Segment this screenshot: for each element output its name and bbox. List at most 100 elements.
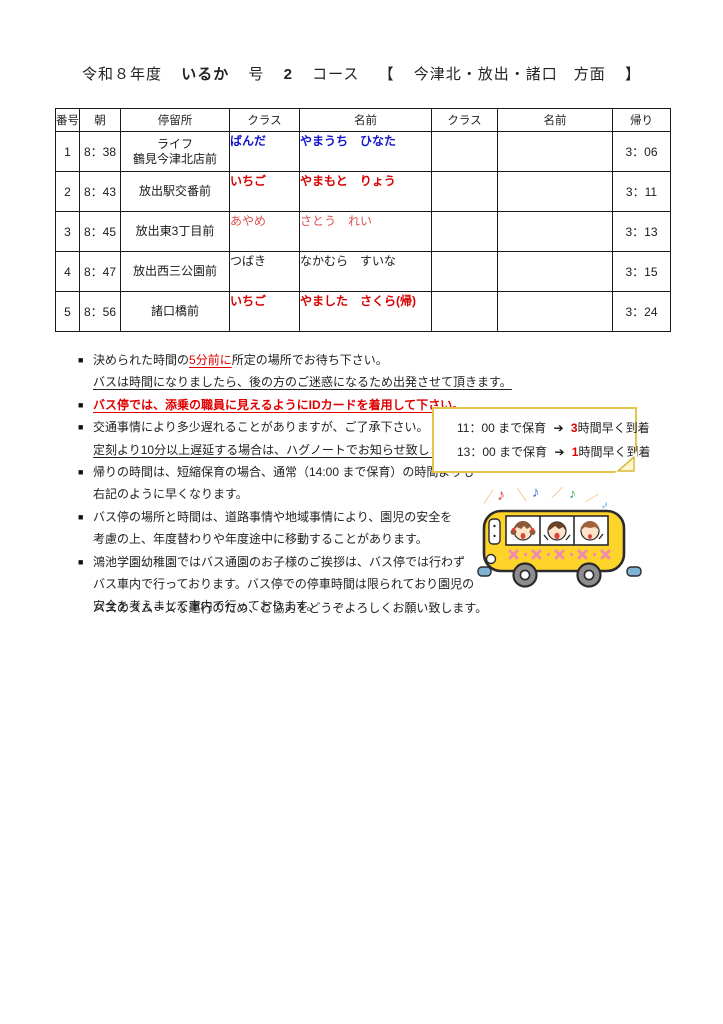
note-line: バス車内で行っております。バス停での停車時間は限られており園児の bbox=[93, 576, 475, 591]
school-bus-illustration: ／ ♪ ＼ ♪ ／ ♪ ／ ♪ bbox=[477, 484, 643, 595]
morning-time: 8：43 bbox=[79, 171, 121, 212]
row-number: 5 bbox=[55, 291, 80, 332]
table-row: 3 8：45 放出東3丁目前 あやめ さとう れい 3：13 bbox=[55, 211, 671, 252]
closing-message: バスのスムーズな運行のため、ご協力をどうぞよろしくお願い致します。 bbox=[93, 601, 488, 615]
morning-time: 8：45 bbox=[79, 211, 121, 252]
bullet-icon: ■ bbox=[78, 422, 84, 433]
morning-time: 8：47 bbox=[79, 251, 121, 292]
row-number: 4 bbox=[55, 251, 80, 292]
child-name-2 bbox=[497, 131, 613, 172]
class-name-2 bbox=[431, 291, 498, 332]
return-time: 3：24 bbox=[612, 291, 671, 332]
class-name-1: つばき bbox=[229, 251, 300, 292]
page-title: 令和８年度 いるか 号 2 コース 【 今津北・放出・諸口 方面 】 bbox=[0, 63, 723, 84]
svg-text:♪: ♪ bbox=[532, 485, 540, 501]
note-line: ■ バス停では、添乗の職員に見えるようにIDカードを着用して下さい。 bbox=[78, 394, 508, 416]
return-time: 3：11 bbox=[612, 171, 671, 212]
class-name-2 bbox=[431, 251, 498, 292]
notice-row: 11：00 まで保育 ➔ 3時間早く到着 bbox=[457, 421, 650, 435]
stop-name: 放出西三公園前 bbox=[120, 251, 230, 292]
class-name-1: いちご bbox=[229, 291, 300, 332]
bus-schedule-table: 番号 朝 停留所 クラス 名前 クラス 名前 帰り 1 8：38 ライフ 鶴見今津… bbox=[55, 108, 671, 332]
col-header-stop: 停留所 bbox=[120, 108, 230, 132]
table-row: 1 8：38 ライフ 鶴見今津北店前 ばんだ やまうち ひなた 3：06 bbox=[55, 131, 671, 172]
table-header-row: 番号 朝 停留所 クラス 名前 クラス 名前 帰り bbox=[55, 108, 671, 132]
folded-corner-icon bbox=[615, 451, 637, 473]
bus-icon: ／ ♪ ＼ ♪ ／ ♪ ／ ♪ bbox=[477, 484, 642, 588]
col-header-return: 帰り bbox=[612, 108, 671, 132]
table-row: 4 8：47 放出西三公園前 つばき なかむら すいな 3：15 bbox=[55, 251, 671, 292]
bullet-icon: ■ bbox=[78, 466, 84, 477]
arrow-icon: ➔ bbox=[553, 421, 564, 435]
child-name-1: さとう れい bbox=[299, 211, 432, 252]
svg-text:♪: ♪ bbox=[497, 487, 505, 504]
early-arrival-notice-box: 11：00 まで保育 ➔ 3時間早く到着 13：00 まで保育 ➔ 1時間早く到… bbox=[432, 407, 651, 473]
table-row: 2 8：43 放出駅交番前 いちご やまもと りょう 3：11 bbox=[55, 171, 671, 212]
title-bracket-open: 【 bbox=[378, 66, 395, 83]
child-name-1: なかむら すいな bbox=[299, 251, 432, 292]
class-name-2 bbox=[431, 131, 498, 172]
note-line: ■ 鴻池学園幼稚園ではバス通園のお子様のご挨拶は、バス停では行わず bbox=[78, 551, 508, 573]
row-number: 3 bbox=[55, 211, 80, 252]
col-header-number: 番号 bbox=[55, 108, 80, 132]
notes-section: ■ 決められた時間の5分前に所定の場所でお待ち下さい。 バスは時間になりましたら、… bbox=[78, 349, 512, 618]
svg-text:♪: ♪ bbox=[569, 485, 576, 501]
title-bracket-close: 】 bbox=[624, 66, 641, 83]
col-header-class-2: クラス bbox=[431, 108, 498, 132]
bullet-icon: ■ bbox=[78, 399, 84, 410]
stop-name: ライフ 鶴見今津北店前 bbox=[120, 131, 230, 172]
bullet-icon: ■ bbox=[78, 355, 84, 365]
col-header-morning: 朝 bbox=[79, 108, 121, 132]
morning-time: 8：38 bbox=[79, 131, 121, 172]
svg-text:／: ／ bbox=[551, 486, 563, 500]
title-era: 令和８年度 bbox=[82, 66, 163, 83]
class-name-1: あやめ bbox=[229, 211, 300, 252]
class-name-2 bbox=[431, 211, 498, 252]
col-header-name-2: 名前 bbox=[497, 108, 613, 132]
svg-text:／: ／ bbox=[584, 490, 599, 506]
bullet-icon: ■ bbox=[78, 556, 84, 567]
note-highlight-red: 5分前に bbox=[189, 353, 232, 367]
note-line: バスは時間になりましたら、後の方のご迷惑になるため出発させて頂きます。 bbox=[93, 375, 512, 390]
return-time: 3：13 bbox=[612, 211, 671, 252]
child-name-2 bbox=[497, 171, 613, 212]
col-header-name-1: 名前 bbox=[299, 108, 432, 132]
svg-text:＼: ＼ bbox=[514, 487, 528, 503]
notice-row: 13：00 まで保育 ➔ 1時間早く到着 bbox=[457, 445, 651, 459]
row-number: 2 bbox=[55, 171, 80, 212]
note-line: ■ 決められた時間の5分前に所定の場所でお待ち下さい。 bbox=[78, 349, 508, 371]
child-name-1: やまうち ひなた bbox=[299, 131, 432, 172]
note-line: ■ 帰りの時間は、短縮保育の場合、通常（14:00 まで保育）の時間よりも bbox=[78, 461, 508, 483]
stop-name: 諸口橋前 bbox=[120, 291, 230, 332]
svg-text:／: ／ bbox=[481, 489, 497, 506]
arrow-icon: ➔ bbox=[554, 445, 565, 459]
return-time: 3：15 bbox=[612, 251, 671, 292]
class-name-2 bbox=[431, 171, 498, 212]
note-line: 右記のように早くなります。 bbox=[93, 487, 248, 502]
bullet-icon: ■ bbox=[78, 511, 84, 522]
col-header-class-1: クラス bbox=[229, 108, 300, 132]
return-time: 3：06 bbox=[612, 131, 671, 172]
svg-text:♪: ♪ bbox=[600, 497, 611, 512]
stop-name: 放出駅交番前 bbox=[120, 171, 230, 212]
table-row: 5 8：56 諸口橋前 いちご やました さくら(帰) 3：24 bbox=[55, 291, 671, 332]
note-line: 安全を考えまして車内で行っております。 bbox=[93, 599, 319, 614]
stop-name: 放出東3丁目前 bbox=[120, 211, 230, 252]
child-name-1: やまもと りょう bbox=[299, 171, 432, 212]
note-highlight-red: バス停では、添乗の職員に見えるようにIDカードを着用して下さい。 bbox=[93, 397, 465, 412]
child-name-2 bbox=[497, 291, 613, 332]
child-name-1: やました さくら(帰) bbox=[299, 291, 432, 332]
child-name-2 bbox=[497, 211, 613, 252]
title-area: 今津北・放出・諸口 方面 bbox=[413, 66, 606, 83]
title-unit: 号 bbox=[248, 66, 265, 83]
class-name-1: いちご bbox=[229, 171, 300, 212]
note-line: ■ バス停の場所と時間は、道路事情や地域事情により、園児の安全を bbox=[78, 506, 508, 528]
class-name-1: ばんだ bbox=[229, 131, 300, 172]
note-line: 考慮の上、年度替わりや年度途中に移動することがあります。 bbox=[93, 532, 428, 547]
title-bus-name: いるか bbox=[181, 66, 230, 83]
morning-time: 8：56 bbox=[79, 291, 121, 332]
note-line: 定刻より10分以上遅延する場合は、ハグノートでお知らせ致します。 bbox=[93, 442, 465, 457]
note-line: ■ 交通事情により多少遅れることがありますが、ご了承下さい。 bbox=[78, 416, 508, 438]
title-course-word: コース bbox=[312, 66, 360, 83]
